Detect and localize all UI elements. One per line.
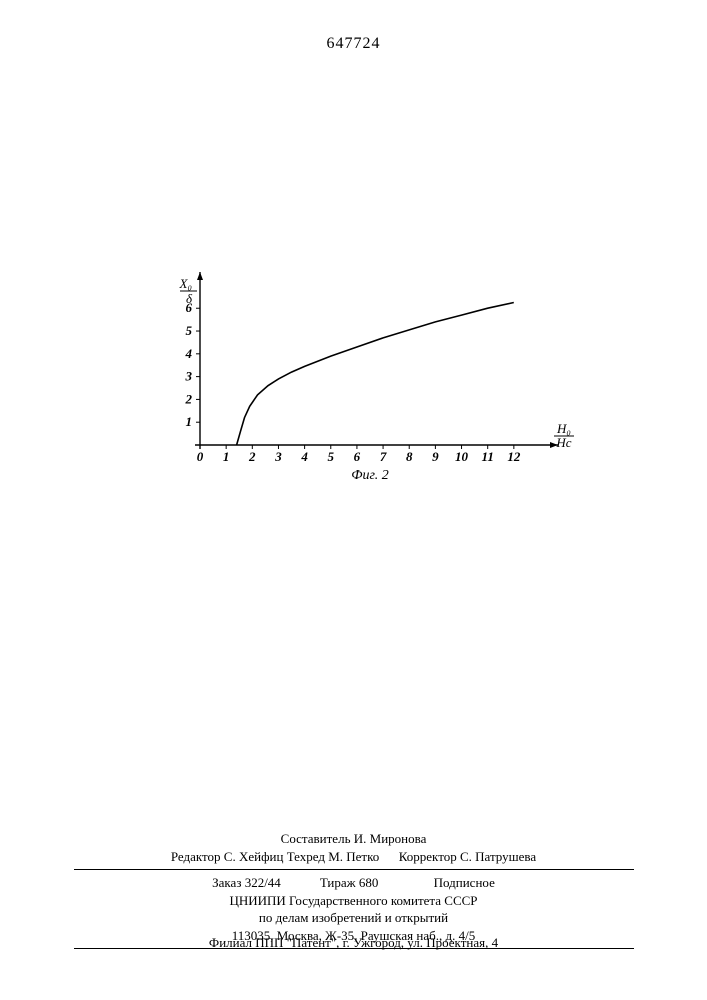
divider-1 xyxy=(74,869,634,870)
editor-row: Редактор С. Хейфиц Техред М. Петко Корре… xyxy=(0,848,707,866)
svg-text:1: 1 xyxy=(186,414,193,429)
org-line-2: по делам изобретений и открытий xyxy=(0,909,707,927)
editor: Редактор С. Хейфиц xyxy=(171,849,284,864)
svg-text:11: 11 xyxy=(482,449,494,464)
svg-text:4: 4 xyxy=(300,449,308,464)
order-no: Заказ 322/44 xyxy=(212,875,281,890)
corrector: Корректор С. Патрушева xyxy=(399,849,536,864)
svg-text:0: 0 xyxy=(197,449,204,464)
svg-text:Hc: Hc xyxy=(555,435,571,450)
org-line-1: ЦНИИПИ Государственного комитета СССР xyxy=(0,892,707,910)
compiler-line: Составитель И. Миронова xyxy=(0,830,707,848)
svg-text:Фиг. 2: Фиг. 2 xyxy=(351,468,389,483)
tirazh: Тираж 680 xyxy=(320,875,379,890)
svg-text:1: 1 xyxy=(223,449,230,464)
svg-text:12: 12 xyxy=(507,449,521,464)
podpisnoe: Подписное xyxy=(434,875,495,890)
svg-text:X₀: X₀ xyxy=(179,276,192,291)
filial-line: Филиал ППП "Патент", г. Ужгород, ул. Про… xyxy=(0,935,707,951)
svg-text:δ: δ xyxy=(186,291,193,306)
svg-text:7: 7 xyxy=(380,449,387,464)
svg-text:6: 6 xyxy=(354,449,361,464)
svg-text:8: 8 xyxy=(406,449,413,464)
svg-text:3: 3 xyxy=(185,369,193,384)
svg-text:5: 5 xyxy=(186,323,193,338)
svg-text:10: 10 xyxy=(455,449,469,464)
svg-text:9: 9 xyxy=(432,449,439,464)
svg-text:3: 3 xyxy=(274,449,282,464)
svg-text:2: 2 xyxy=(185,391,193,406)
svg-text:2: 2 xyxy=(248,449,256,464)
order-row: Заказ 322/44 Тираж 680 Подписное xyxy=(0,874,707,892)
chart-fig-2: 0123456789101112123456X₀δH₀HcФиг. 2 xyxy=(180,280,560,470)
svg-text:4: 4 xyxy=(185,346,193,361)
svg-text:H₀: H₀ xyxy=(556,421,571,436)
svg-text:5: 5 xyxy=(328,449,335,464)
page-number: 647724 xyxy=(0,35,707,53)
techred: Техред М. Петко xyxy=(287,849,380,864)
chart-svg: 0123456789101112123456X₀δH₀HcФиг. 2 xyxy=(180,280,560,490)
